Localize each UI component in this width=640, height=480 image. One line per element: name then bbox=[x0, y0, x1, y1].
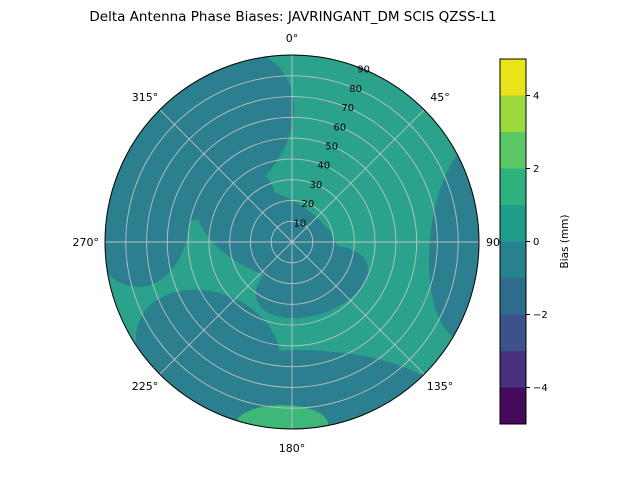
colorbar-band bbox=[500, 132, 526, 169]
colorbar-tick-label-2: 2 bbox=[533, 164, 539, 175]
angular-tick-label-45: 45° bbox=[430, 91, 450, 104]
radial-tick-label-20: 20 bbox=[302, 199, 315, 210]
colorbar-band bbox=[500, 205, 526, 242]
colorbar-band bbox=[500, 278, 526, 315]
angular-tick-label-180: 180° bbox=[279, 442, 306, 455]
radial-tick-labels: 10 20 30 40 50 60 70 80 90 bbox=[294, 65, 370, 230]
radial-tick-label-60: 60 bbox=[333, 122, 346, 133]
radial-tick-label-70: 70 bbox=[341, 103, 354, 114]
colorbar-tick-label-m2: −2 bbox=[533, 310, 548, 321]
contour-regions-high bbox=[236, 405, 328, 429]
radial-tick-label-40: 40 bbox=[317, 161, 330, 172]
angular-tick-label-225: 225° bbox=[132, 380, 159, 393]
radial-tick-label-30: 30 bbox=[310, 180, 323, 191]
colorbar-tick-label-4: 4 bbox=[533, 91, 539, 102]
colorbar-tick-label-m4: −4 bbox=[533, 383, 548, 394]
radial-tick-label-90: 90 bbox=[357, 65, 370, 76]
spoke-225 bbox=[159, 241, 293, 375]
angular-tick-label-270: 270° bbox=[73, 236, 100, 249]
colorbar-band bbox=[500, 351, 526, 388]
colorbar-band bbox=[500, 168, 526, 205]
radial-tick-label-10: 10 bbox=[294, 218, 307, 229]
contour-region-low bbox=[428, 140, 479, 340]
colorbar-band bbox=[500, 241, 526, 278]
radial-tick-label-50: 50 bbox=[325, 142, 338, 153]
contour-region-low bbox=[105, 143, 190, 287]
colorbar-axis-label: Bias (mm) bbox=[559, 214, 571, 268]
angular-gridlines bbox=[105, 55, 479, 429]
colorbar-band bbox=[500, 59, 526, 96]
angular-tick-labels: 0° 45° 90 135° 180° 225° 270° 315° bbox=[73, 32, 501, 455]
angular-tick-label-135: 135° bbox=[427, 380, 454, 393]
colorbar-band bbox=[500, 314, 526, 351]
angular-tick-label-315: 315° bbox=[132, 91, 159, 104]
contour-region-high bbox=[236, 405, 328, 429]
colorbar-tick-label-0: 0 bbox=[533, 237, 539, 248]
contour-region-low bbox=[135, 289, 281, 407]
colorbar-band bbox=[500, 387, 526, 424]
colorbar: 4 2 0 −2 −4 Bias (mm) bbox=[499, 58, 571, 425]
contour-region-low bbox=[210, 169, 274, 217]
spoke-135 bbox=[291, 241, 425, 375]
plot-boundary bbox=[104, 54, 480, 430]
contour-region-low bbox=[255, 245, 369, 319]
colorbar-band bbox=[500, 95, 526, 132]
spoke-45 bbox=[291, 109, 425, 243]
angular-tick-label-90: 90 bbox=[486, 236, 500, 249]
angular-tick-label-0: 0° bbox=[286, 32, 299, 45]
spoke-315 bbox=[159, 109, 293, 243]
plot-area bbox=[104, 54, 480, 430]
colorbar-ticks bbox=[526, 95, 530, 388]
chart-title: Delta Antenna Phase Biases: JAVRINGANT_D… bbox=[89, 9, 496, 25]
radial-tick-label-80: 80 bbox=[349, 84, 362, 95]
